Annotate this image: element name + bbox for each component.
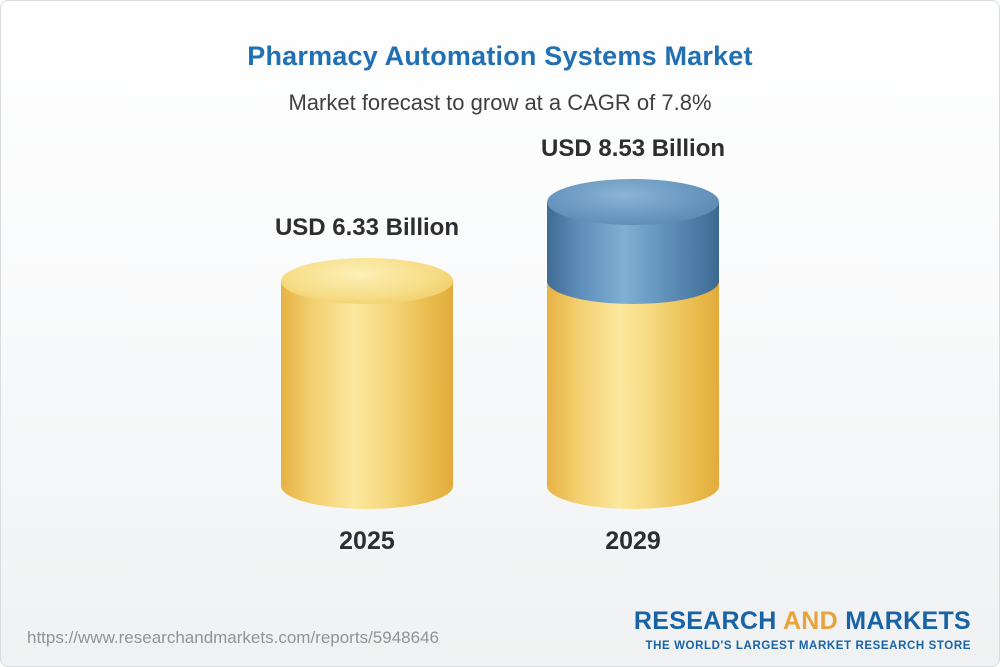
- bar-2025: [280, 258, 453, 509]
- category-label-2029: 2029: [605, 527, 661, 555]
- chart-header: Pharmacy Automation Systems Market Marke…: [1, 41, 999, 116]
- value-label-2025: USD 6.33 Billion: [274, 214, 459, 242]
- category-label-2025: 2025: [339, 527, 395, 555]
- chart-title: Pharmacy Automation Systems Market: [247, 41, 753, 71]
- bar-2029-growth-segment: [547, 178, 720, 305]
- logo-word-research: RESEARCH: [633, 607, 777, 635]
- bar-2029-top-face: [547, 178, 720, 225]
- value-label-2029: USD 8.53 Billion: [541, 134, 726, 162]
- bar-2029: [547, 178, 720, 509]
- logo-wordmark: RESEARCH AND MARKETS: [634, 607, 971, 636]
- bar-2029-base-segment: [547, 281, 720, 509]
- bar-group-2029: USD 8.53 Billion 2029: [541, 135, 725, 556]
- bar-chart: USD 6.33 Billion 2025 USD 8.53 Billion 2…: [1, 135, 999, 556]
- research-and-markets-logo: RESEARCH AND MARKETS THE WORLD'S LARGEST…: [634, 607, 971, 652]
- bar-2025-top-face: [280, 258, 453, 305]
- bar-2025-body: [280, 281, 453, 509]
- chart-subtitle: Market forecast to grow at a CAGR of 7.8…: [288, 90, 712, 115]
- logo-word-and: AND: [782, 607, 839, 635]
- logo-tagline: THE WORLD'S LARGEST MARKET RESEARCH STOR…: [645, 640, 971, 652]
- logo-word-markets: MARKETS: [845, 607, 971, 635]
- report-url: https://www.researchandmarkets.com/repor…: [27, 628, 439, 647]
- bar-group-2025: USD 6.33 Billion 2025: [275, 214, 459, 556]
